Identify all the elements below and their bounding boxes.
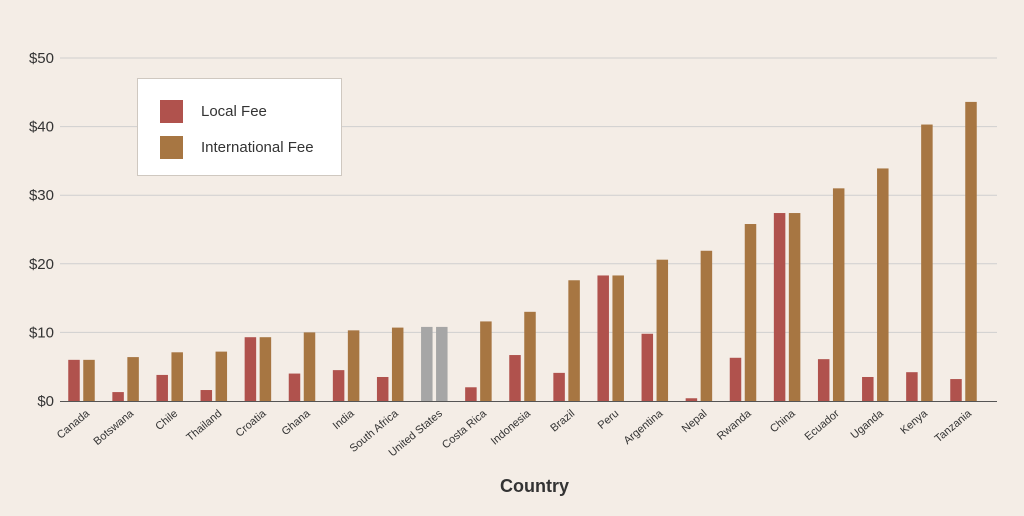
- bar-local-fee: [685, 398, 698, 401]
- y-tick-label: $0: [37, 393, 54, 410]
- bar-local-fee: [597, 275, 609, 401]
- bar-international-fee: [480, 321, 492, 401]
- x-tick-label: Nepal: [680, 408, 710, 436]
- bar-international-fee: [303, 332, 316, 401]
- x-tick-label: Canada: [55, 407, 93, 442]
- bar-local-fee: [773, 213, 786, 401]
- bar-international-fee: [832, 188, 845, 401]
- x-tick-label: Botswana: [91, 407, 136, 448]
- bar-international-fee: [436, 326, 448, 401]
- bar-local-fee: [862, 376, 874, 401]
- x-tick-label: China: [768, 407, 798, 435]
- x-tick-label: Chile: [153, 408, 180, 433]
- x-tick-label: Croatia: [234, 407, 270, 440]
- bar-local-fee: [906, 372, 918, 401]
- x-tick-label: Tanzania: [933, 407, 975, 445]
- y-axis-ticks: $0 $10 $20 $30 $40 $50: [29, 50, 54, 410]
- y-tick-label: $20: [29, 256, 54, 273]
- x-tick-label: Rwanda: [715, 407, 754, 443]
- x-tick-label: Brazil: [548, 408, 577, 435]
- x-tick-label: Ecuador: [803, 407, 842, 443]
- bar-international-fee: [259, 337, 272, 401]
- bar-local-fee: [817, 359, 830, 401]
- legend: Local Fee International Fee: [137, 78, 342, 176]
- bar-international-fee: [965, 101, 977, 402]
- bar-local-fee: [112, 392, 124, 401]
- bar-international-fee: [744, 224, 757, 401]
- bar-local-fee: [244, 337, 257, 401]
- bar-local-fee: [200, 390, 213, 401]
- bar-international-fee: [568, 280, 580, 401]
- legend-item-local-fee: Local Fee: [160, 99, 267, 123]
- x-tick-label: Indonesia: [489, 407, 534, 447]
- bar-local-fee: [156, 374, 168, 401]
- bar-international-fee: [921, 124, 933, 402]
- bar-international-fee: [347, 330, 360, 401]
- legend-swatch-local-fee: [160, 99, 183, 123]
- x-tick-label: Costa Rica: [440, 407, 490, 451]
- bar-local-fee: [288, 373, 301, 401]
- bar-local-fee: [421, 326, 433, 401]
- bar-local-fee: [509, 355, 521, 401]
- x-tick-label: Thailand: [184, 408, 224, 444]
- legend-item-international-fee: International Fee: [160, 135, 314, 159]
- bar-local-fee: [950, 379, 962, 401]
- y-tick-label: $30: [29, 187, 54, 204]
- x-tick-label: Ghana: [280, 407, 314, 438]
- legend-swatch-international-fee: [160, 135, 183, 159]
- bar-local-fee: [729, 357, 742, 401]
- x-tick-label: Peru: [596, 408, 622, 432]
- x-axis-title: Country: [500, 476, 569, 496]
- bar-international-fee: [524, 311, 536, 401]
- x-tick-label: Uganda: [849, 407, 887, 442]
- bar-local-fee: [465, 387, 477, 401]
- x-tick-label: Argentina: [622, 407, 666, 447]
- x-axis-ticks: Canada Botswana Chile Thailand Croatia Ghana I…: [55, 407, 975, 459]
- bar-local-fee: [641, 333, 654, 401]
- bar-local-fee: [68, 359, 80, 401]
- x-tick-label: Kenya: [898, 407, 930, 437]
- bar-international-fee: [171, 352, 183, 401]
- bars: [68, 101, 977, 402]
- bar-local-fee: [553, 372, 565, 401]
- bar-international-fee: [83, 359, 95, 401]
- bar-international-fee: [215, 351, 228, 401]
- bar-international-fee: [391, 327, 404, 401]
- bar-international-fee: [788, 213, 801, 401]
- bar-local-fee: [332, 370, 345, 401]
- bar-international-fee: [612, 275, 624, 401]
- legend-label-international-fee: International Fee: [201, 138, 314, 156]
- bar-international-fee: [877, 168, 889, 401]
- y-tick-label: $10: [29, 324, 54, 341]
- bar-international-fee: [700, 250, 713, 401]
- bar-international-fee: [127, 357, 139, 401]
- y-tick-label: $50: [29, 50, 54, 67]
- y-tick-label: $40: [29, 119, 54, 136]
- legend-label-local-fee: Local Fee: [201, 102, 267, 120]
- bar-local-fee: [376, 376, 389, 401]
- x-tick-label: India: [331, 407, 358, 432]
- bar-international-fee: [656, 259, 669, 401]
